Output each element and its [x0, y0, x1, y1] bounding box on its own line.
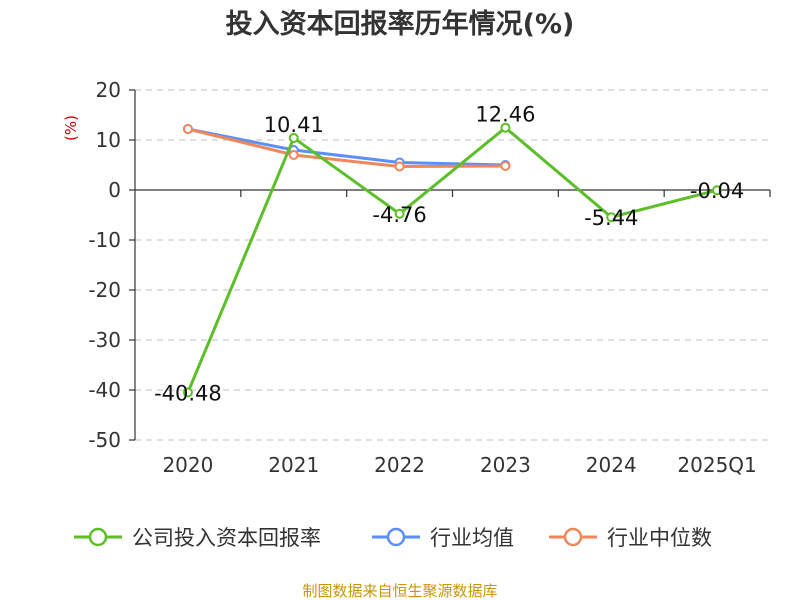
data-point — [712, 185, 723, 196]
source-note: 制图数据来自恒生聚源数据库 — [302, 582, 497, 600]
data-point — [394, 208, 405, 219]
legend: 公司投入资本回报率 行业均值 行业中位数 — [74, 526, 712, 550]
legend-item[interactable]: 行业均值 — [372, 526, 514, 550]
legend-item[interactable]: 行业中位数 — [549, 526, 712, 550]
y-tick-label: 0 — [108, 178, 121, 202]
data-label-layer: -40.48 10.41 -4.76 12.46 -5.44 -0.04 — [154, 103, 744, 406]
y-tick-label: 20 — [96, 78, 121, 102]
data-point — [288, 150, 299, 160]
y-tick-label: -50 — [88, 428, 121, 452]
data-point — [500, 122, 511, 133]
data-label: 10.41 — [264, 113, 324, 137]
legend-circle-marker — [386, 527, 406, 547]
data-point — [606, 212, 617, 223]
legend-label: 行业中位数 — [607, 526, 712, 550]
x-tick-label: 2023 — [480, 453, 531, 477]
data-point — [288, 132, 299, 143]
y-tick-label: 10 — [96, 128, 121, 152]
y-tick-label: -30 — [88, 328, 121, 352]
series-line — [187, 127, 506, 168]
legend-label: 公司投入资本回报率 — [132, 526, 321, 550]
data-label: -40.48 — [154, 381, 222, 405]
data-point — [394, 161, 405, 172]
y-tick-label: -20 — [88, 278, 121, 302]
legend-item[interactable]: 公司投入资本回报率 — [74, 526, 321, 550]
data-label: 12.46 — [475, 103, 535, 127]
x-tick-label: 2025Q1 — [677, 453, 756, 477]
x-tick-label: 2020 — [162, 453, 213, 477]
data-point — [182, 387, 193, 398]
legend-circle-marker — [88, 527, 108, 547]
data-point — [182, 124, 193, 134]
data-label: -4.76 — [372, 203, 426, 227]
legend-label: 行业均值 — [430, 526, 514, 550]
y-axis-unit: (%) — [62, 115, 80, 141]
y-tick-label: -40 — [88, 378, 121, 402]
y-tick-label: -10 — [88, 228, 121, 252]
data-label: -5.44 — [584, 206, 638, 230]
grid-layer — [135, 89, 770, 441]
series-line — [187, 127, 506, 167]
series-line — [186, 126, 718, 393]
legend-circle-marker — [563, 527, 583, 547]
chart-title: 投入资本回报率历年情况(%) — [226, 8, 575, 40]
axis-layer: 20 10 0 -10 -20 -30 -40 -50 2020 2021 2022 2023 2024… — [88, 78, 771, 477]
data-label: -0.04 — [690, 179, 744, 203]
x-tick-label: 2021 — [268, 453, 319, 477]
series-layer — [182, 122, 723, 398]
data-point — [500, 161, 511, 171]
x-tick-label: 2022 — [374, 453, 425, 477]
x-tick-label: 2024 — [586, 453, 637, 477]
